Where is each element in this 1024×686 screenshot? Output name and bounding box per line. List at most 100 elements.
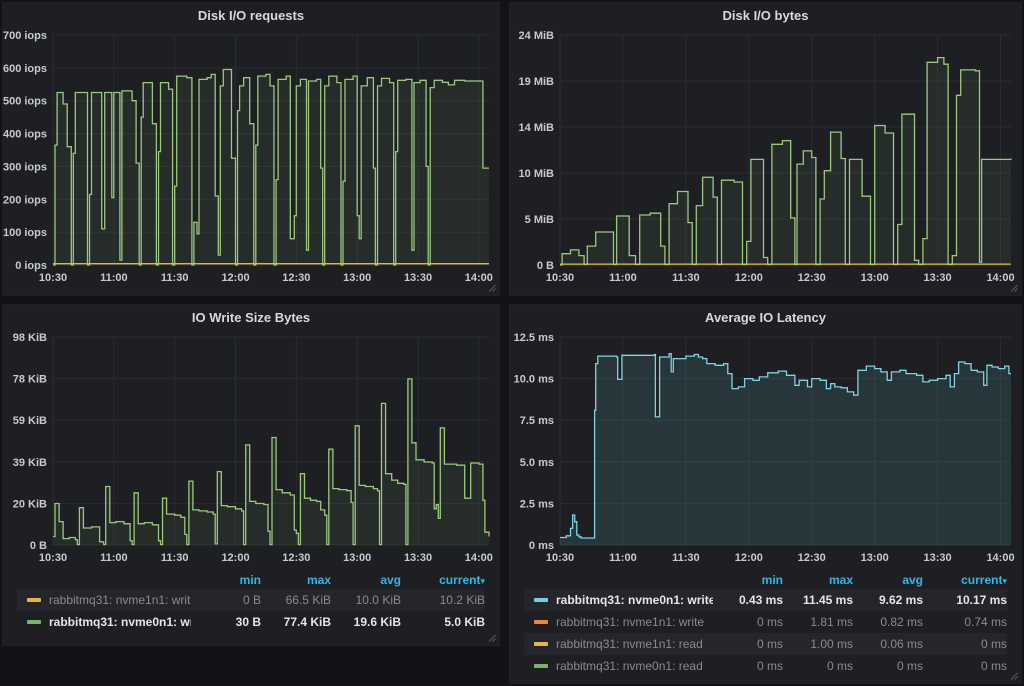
legend-series-label: rabbitmq31: nvme0n1: read	[556, 659, 703, 673]
legend-sort-header-max[interactable]: max	[828, 573, 853, 587]
legend-series-toggle[interactable]: rabbitmq31: nvme1n1: write	[27, 593, 191, 607]
x-axis-tick-label: 14:00	[465, 272, 493, 284]
legend-sort-header-avg[interactable]: avg	[902, 573, 923, 587]
y-axis-tick-label: 400 iops	[3, 129, 47, 141]
y-axis-tick-label: 0 iops	[15, 260, 47, 272]
y-axis-tick-label: 59 KiB	[13, 415, 47, 427]
panel-resize-handle-icon[interactable]	[488, 284, 496, 292]
legend-stat-value: 1.81 ms	[810, 615, 853, 629]
legend-stat-value: 0.74 ms	[964, 615, 1007, 629]
legend-stat-value: 0 ms	[826, 659, 853, 673]
y-axis-tick-label: 300 iops	[3, 161, 47, 173]
legend-series-toggle[interactable]: rabbitmq31: nvme0n1: write	[534, 593, 713, 607]
x-axis-tick-label: 10:30	[39, 272, 67, 284]
panel-disk-io-requests: Disk I/O requests 0 iops 100 iops 200 iops…	[2, 2, 500, 296]
x-axis-tick-label: 13:00	[861, 272, 889, 284]
y-axis-tick-label: 5 MiB	[525, 214, 554, 226]
x-axis-tick-label: 13:30	[404, 552, 432, 564]
y-axis-tick-label: 12.5 ms	[514, 332, 554, 344]
panel-io-write-size-bytes: IO Write Size Bytes 0 B 20 KiB 39 KiB 59 Ki…	[2, 304, 500, 646]
y-axis-tick-label: 20 KiB	[13, 498, 47, 510]
y-axis-tick-label: 14 MiB	[519, 122, 555, 134]
y-axis-tick-label: 39 KiB	[13, 457, 47, 469]
x-axis-tick-label: 11:00	[609, 552, 637, 564]
y-axis-tick-label: 10.0 ms	[514, 374, 554, 386]
panel-resize-handle-icon[interactable]	[1010, 284, 1018, 292]
green-write-size-series-fill	[53, 378, 489, 545]
panel-title[interactable]: Average IO Latency	[705, 309, 826, 325]
green-bytes-series	[560, 56, 1012, 266]
x-axis-tick-label: 10:30	[546, 272, 574, 284]
x-axis-tick-label: 14:00	[465, 552, 493, 564]
panel-disk-io-bytes: Disk I/O bytes 0 B 5 MiB 10 MiB 14 MiB 19 Mi…	[509, 2, 1022, 296]
legend-row: rabbitmq31: nvme1n1: write 0 ms 1.81 ms 0.8…	[524, 611, 1007, 633]
series-legend-table: min max avg current▾ rabbitmq31: nvme0n1: wr…	[524, 571, 1007, 677]
sort-caret-icon: ▾	[1002, 576, 1007, 586]
green-write-series-fill	[53, 69, 489, 265]
legend-stat-value: 0.06 ms	[880, 637, 923, 651]
panel-average-io-latency: Average IO Latency 0 ms 2.5 ms 5.0 ms 7.5 m…	[509, 304, 1022, 684]
legend-sort-header-current[interactable]: current▾	[961, 573, 1007, 587]
x-axis-tick-label: 13:30	[404, 272, 432, 284]
y-axis-tick-label: 200 iops	[3, 194, 47, 206]
legend-sort-header-min[interactable]: min	[239, 573, 261, 587]
x-axis-tick-label: 11:00	[100, 552, 128, 564]
panel-resize-handle-icon[interactable]	[488, 634, 496, 642]
legend-series-toggle[interactable]: rabbitmq31: nvme1n1: write	[534, 615, 713, 629]
legend-stat-value: 10.0 KiB	[355, 593, 401, 607]
series-color-swatch[interactable]	[534, 664, 548, 668]
series-color-swatch[interactable]	[534, 620, 548, 624]
time-series-chart[interactable]: 0 iops 100 iops 200 iops 300 iops 400 iops 50…	[3, 27, 499, 289]
x-axis-tick-label: 11:00	[100, 272, 128, 284]
panel-title[interactable]: IO Write Size Bytes	[191, 309, 311, 325]
legend-row: rabbitmq31: nvme1n1: write 0 B 66.5 KiB 10.…	[17, 589, 485, 611]
legend-stat-value: 10.17 ms	[956, 593, 1007, 607]
series-color-swatch[interactable]	[27, 598, 41, 602]
y-axis-tick-label: 0 B	[537, 260, 554, 272]
y-axis-tick-label: 500 iops	[3, 96, 47, 108]
legend-stat-value: 0 ms	[980, 659, 1007, 673]
time-series-chart[interactable]: 0 B 5 MiB 10 MiB 14 MiB 19 MiB 24 MiB 10:30 11:…	[510, 27, 1021, 289]
legend-stat-value: 0 B	[242, 593, 261, 607]
legend-row: rabbitmq31: nvme0n1: write 30 B 77.4 KiB 19…	[17, 611, 485, 633]
green-bytes-series-fill	[560, 57, 1011, 265]
legend-sort-header-current[interactable]: current▾	[439, 573, 485, 587]
legend-stat-value: 5.0 KiB	[444, 615, 485, 629]
panel-title[interactable]: Disk I/O bytes	[722, 7, 809, 23]
y-axis-tick-label: 600 iops	[3, 63, 47, 75]
legend-series-toggle[interactable]: rabbitmq31: nvme0n1: write	[27, 615, 191, 629]
x-axis-tick-label: 14:00	[986, 552, 1014, 564]
legend-header-row: min max avg current▾	[17, 571, 485, 589]
y-axis-tick-label: 7.5 ms	[520, 415, 554, 427]
legend-series-label: rabbitmq31: nvme1n1: write	[556, 615, 705, 629]
legend-series-label: rabbitmq31: nvme1n1: write	[49, 593, 191, 607]
x-axis-tick-label: 11:30	[161, 272, 189, 284]
x-axis-tick-label: 10:30	[546, 552, 574, 564]
legend-stat-value: 30 B	[235, 615, 261, 629]
legend-series-toggle[interactable]: rabbitmq31: nvme1n1: read	[534, 637, 713, 651]
time-series-chart[interactable]: 0 ms 2.5 ms 5.0 ms 7.5 ms 10.0 ms 12.5 ms 10:3…	[510, 329, 1021, 569]
series-color-swatch[interactable]	[534, 642, 548, 646]
y-axis-tick-label: 78 KiB	[13, 374, 47, 386]
legend-series-label: rabbitmq31: nvme0n1: write	[556, 593, 713, 607]
y-axis-tick-label: 2.5 ms	[520, 498, 554, 510]
legend-series-toggle[interactable]: rabbitmq31: nvme0n1: read	[534, 659, 713, 673]
legend-sort-header-avg[interactable]: avg	[380, 573, 401, 587]
series-color-swatch[interactable]	[534, 598, 548, 602]
sort-caret-icon: ▾	[480, 576, 485, 586]
time-series-chart[interactable]: 0 B 20 KiB 39 KiB 59 KiB 78 KiB 98 KiB 10:30 11…	[3, 329, 499, 569]
y-axis-tick-label: 0 ms	[529, 540, 554, 552]
x-axis-tick-label: 13:00	[343, 272, 371, 284]
legend-stat-value: 66.5 KiB	[285, 593, 331, 607]
legend-sort-header-max[interactable]: max	[306, 573, 331, 587]
series-color-swatch[interactable]	[27, 620, 41, 624]
panel-resize-handle-icon[interactable]	[1010, 672, 1018, 680]
x-axis-tick-label: 13:00	[343, 552, 371, 564]
y-axis-tick-label: 98 KiB	[13, 332, 47, 344]
y-axis-tick-label: 700 iops	[3, 30, 47, 42]
panel-title[interactable]: Disk I/O requests	[197, 7, 305, 23]
x-axis-tick-label: 13:30	[924, 272, 952, 284]
legend-sort-header-min[interactable]: min	[761, 573, 783, 587]
legend-stat-value: 0 ms	[756, 615, 783, 629]
